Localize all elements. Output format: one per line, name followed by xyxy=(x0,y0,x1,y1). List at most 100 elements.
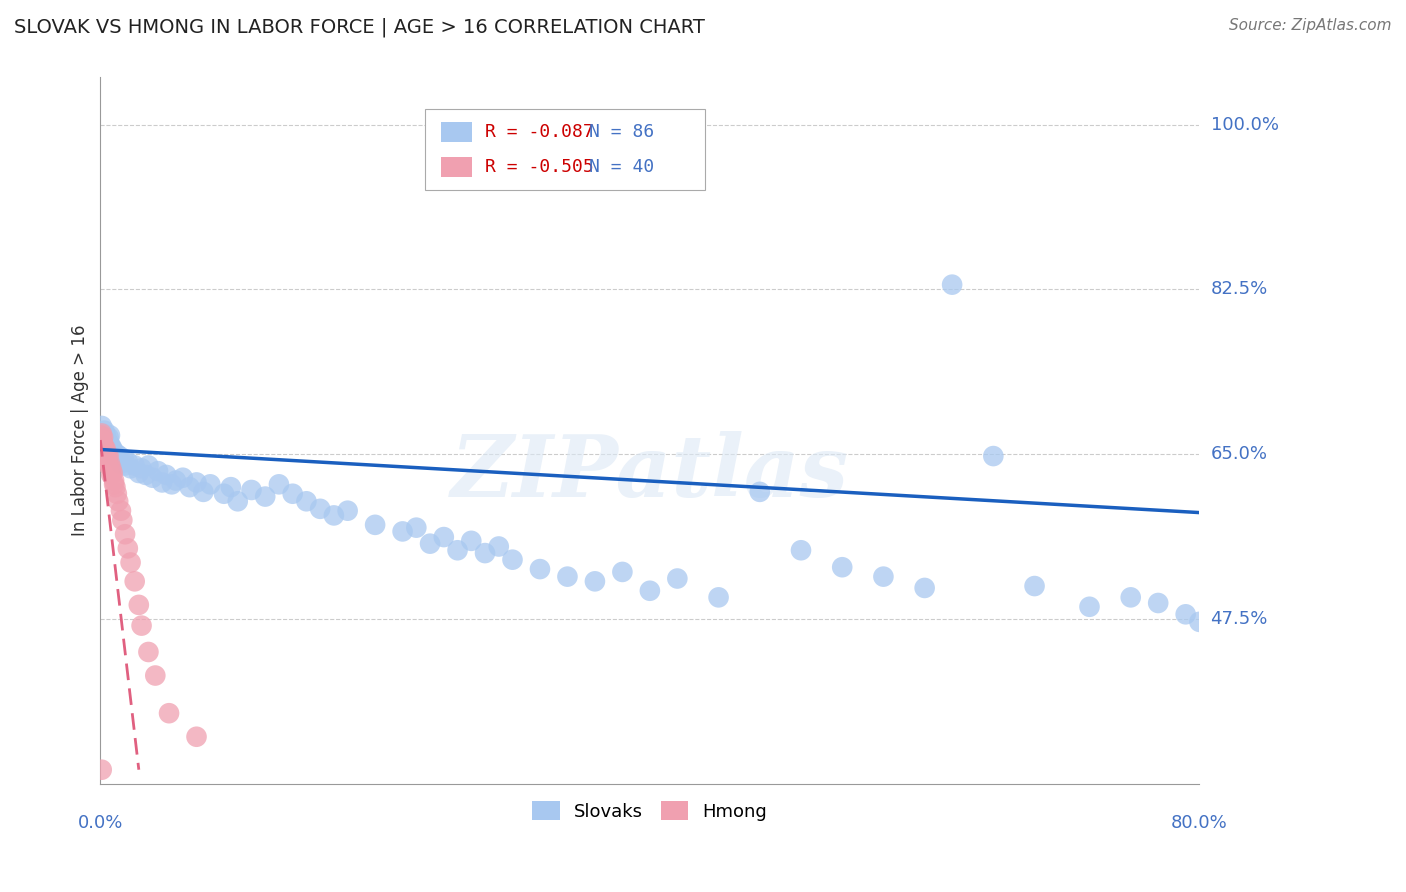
Point xyxy=(267,477,290,491)
Point xyxy=(96,438,118,452)
Point xyxy=(1078,599,1101,614)
Point xyxy=(212,487,235,501)
Point xyxy=(1174,607,1197,622)
Point xyxy=(96,447,118,461)
Point xyxy=(364,517,387,532)
Point xyxy=(98,428,121,442)
Point xyxy=(131,461,153,475)
Point xyxy=(131,618,153,632)
Point xyxy=(143,668,166,682)
Point xyxy=(91,433,114,447)
Point xyxy=(981,449,1004,463)
Point xyxy=(405,521,427,535)
Point xyxy=(1202,622,1225,636)
Point xyxy=(226,494,249,508)
Point xyxy=(1216,628,1239,642)
Legend: Slovaks, Hmong: Slovaks, Hmong xyxy=(526,794,775,828)
Point xyxy=(391,524,413,539)
Point xyxy=(100,461,122,475)
Point xyxy=(90,438,112,452)
Point xyxy=(502,552,524,566)
Bar xyxy=(441,157,472,177)
Text: R = -0.505: R = -0.505 xyxy=(485,158,593,176)
Point xyxy=(150,475,173,490)
Text: N = 86: N = 86 xyxy=(589,123,655,141)
Text: 65.0%: 65.0% xyxy=(1211,445,1268,463)
Point xyxy=(91,438,114,452)
Point xyxy=(103,477,125,491)
Point xyxy=(120,556,142,570)
Point xyxy=(96,433,118,447)
Point xyxy=(172,471,194,485)
Point xyxy=(1119,591,1142,605)
Point xyxy=(91,430,114,444)
Point xyxy=(219,480,242,494)
Point xyxy=(200,477,222,491)
Point xyxy=(120,461,142,475)
Point xyxy=(90,442,112,457)
Point xyxy=(240,483,263,497)
Text: R = -0.087: R = -0.087 xyxy=(485,123,593,141)
Point xyxy=(98,457,121,471)
Point xyxy=(117,455,139,469)
Point xyxy=(557,569,579,583)
Point xyxy=(433,530,456,544)
Point xyxy=(105,487,128,501)
Point xyxy=(124,574,146,589)
Point xyxy=(748,484,770,499)
Point xyxy=(111,513,134,527)
Point xyxy=(941,277,963,292)
Point xyxy=(93,451,115,466)
Point xyxy=(138,458,160,473)
Point xyxy=(100,467,122,482)
Point xyxy=(93,445,115,459)
Text: 82.5%: 82.5% xyxy=(1211,280,1268,298)
Text: 100.0%: 100.0% xyxy=(1211,116,1278,134)
Point xyxy=(914,581,936,595)
Point xyxy=(90,428,112,442)
Text: 0.0%: 0.0% xyxy=(77,814,124,832)
Point xyxy=(446,543,468,558)
Point xyxy=(93,424,115,438)
Point xyxy=(160,477,183,491)
Point xyxy=(707,591,730,605)
Bar xyxy=(441,122,472,142)
Point xyxy=(90,419,112,434)
Point xyxy=(142,471,165,485)
Text: ZIPatlas: ZIPatlas xyxy=(451,431,849,515)
Point xyxy=(110,504,132,518)
Point xyxy=(103,445,125,459)
Point xyxy=(529,562,551,576)
Point xyxy=(90,763,112,777)
Point xyxy=(108,449,131,463)
Point xyxy=(97,458,120,473)
Point xyxy=(110,457,132,471)
Point xyxy=(155,467,177,482)
FancyBboxPatch shape xyxy=(425,109,704,191)
Point xyxy=(474,546,496,560)
Point xyxy=(103,474,125,488)
Point xyxy=(101,466,124,480)
Point xyxy=(336,504,359,518)
Point xyxy=(1024,579,1046,593)
Point xyxy=(90,433,112,447)
Point xyxy=(124,458,146,473)
Point xyxy=(666,572,689,586)
Text: 47.5%: 47.5% xyxy=(1211,610,1268,628)
Point xyxy=(146,464,169,478)
Point xyxy=(94,436,117,450)
Point xyxy=(638,583,661,598)
Text: 80.0%: 80.0% xyxy=(1171,814,1227,832)
Point xyxy=(186,475,208,490)
Point xyxy=(97,449,120,463)
Point xyxy=(94,449,117,463)
Point xyxy=(186,730,208,744)
Point xyxy=(101,442,124,457)
Point xyxy=(117,541,139,556)
Point xyxy=(98,438,121,452)
Point xyxy=(93,438,115,452)
Y-axis label: In Labor Force | Age > 16: In Labor Force | Age > 16 xyxy=(72,325,89,536)
Point xyxy=(1188,615,1211,629)
Point xyxy=(135,467,157,482)
Point xyxy=(419,536,441,550)
